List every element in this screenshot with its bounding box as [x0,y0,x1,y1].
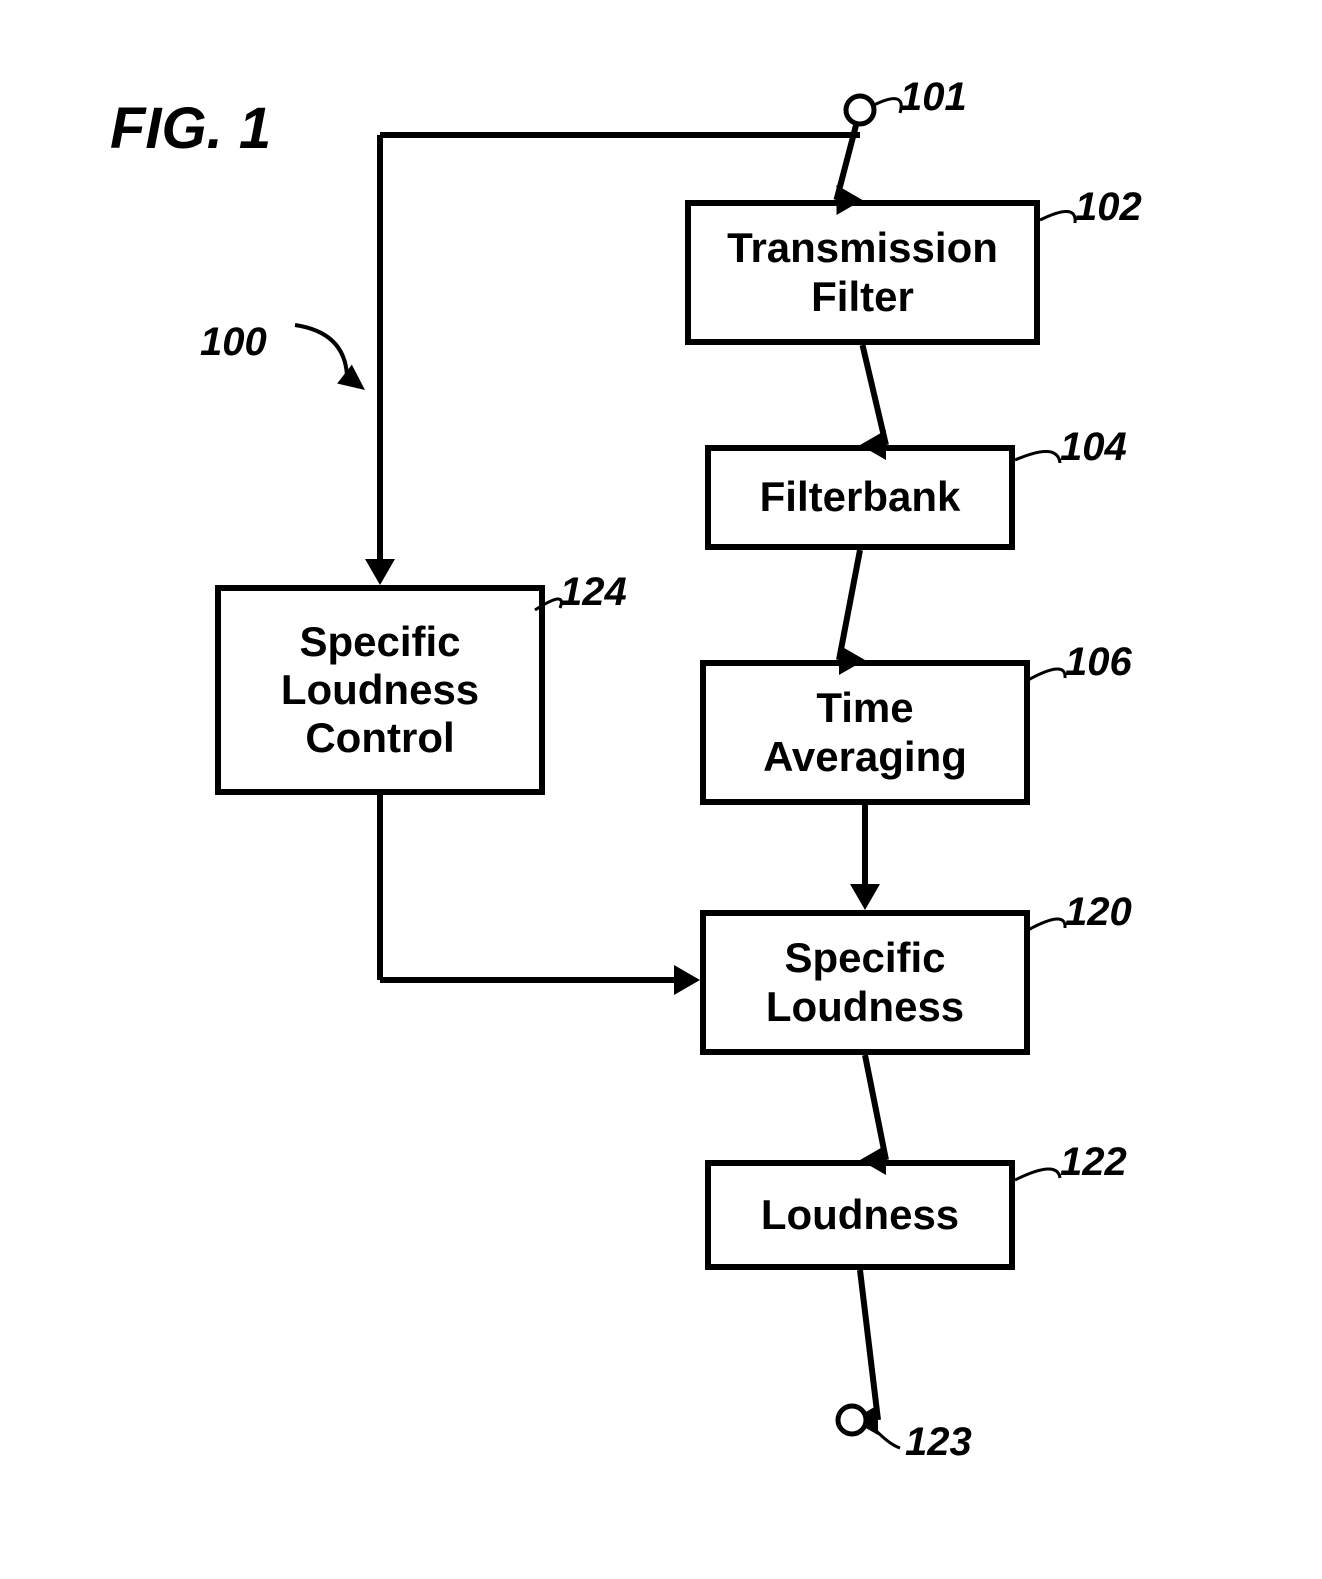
connections-overlay [0,0,1322,1579]
box-time-averaging: Time Averaging [700,660,1030,805]
box-transmission-filter: Transmission Filter [685,200,1040,345]
ref-label-104: 104 [1060,425,1127,470]
figure-stage: FIG. 1 Transmission Filter Filterbank Ti… [0,0,1322,1579]
ref-label-122: 122 [1060,1140,1127,1185]
box-loudness-label: Loudness [761,1191,959,1239]
ref-label-120: 120 [1065,890,1132,935]
ref-label-123: 123 [905,1420,972,1465]
box-loudness: Loudness [705,1160,1015,1270]
box-filterbank: Filterbank [705,445,1015,550]
box-filterbank-label: Filterbank [760,473,961,521]
box-specific-loudness: Specific Loudness [700,910,1030,1055]
box-transmission-filter-label: Transmission Filter [727,224,998,321]
figure-title: FIG. 1 [110,95,271,162]
ref-label-101: 101 [900,75,967,120]
ref-label-124: 124 [560,570,627,615]
ref-label-100: 100 [200,320,267,365]
ref-label-102: 102 [1075,185,1142,230]
box-specific-loudness-label: Specific Loudness [766,934,964,1031]
ref-label-106: 106 [1065,640,1132,685]
box-specific-loudness-control-label: Specific Loudness Control [281,618,479,763]
box-time-averaging-label: Time Averaging [763,684,967,781]
box-specific-loudness-control: Specific Loudness Control [215,585,545,795]
